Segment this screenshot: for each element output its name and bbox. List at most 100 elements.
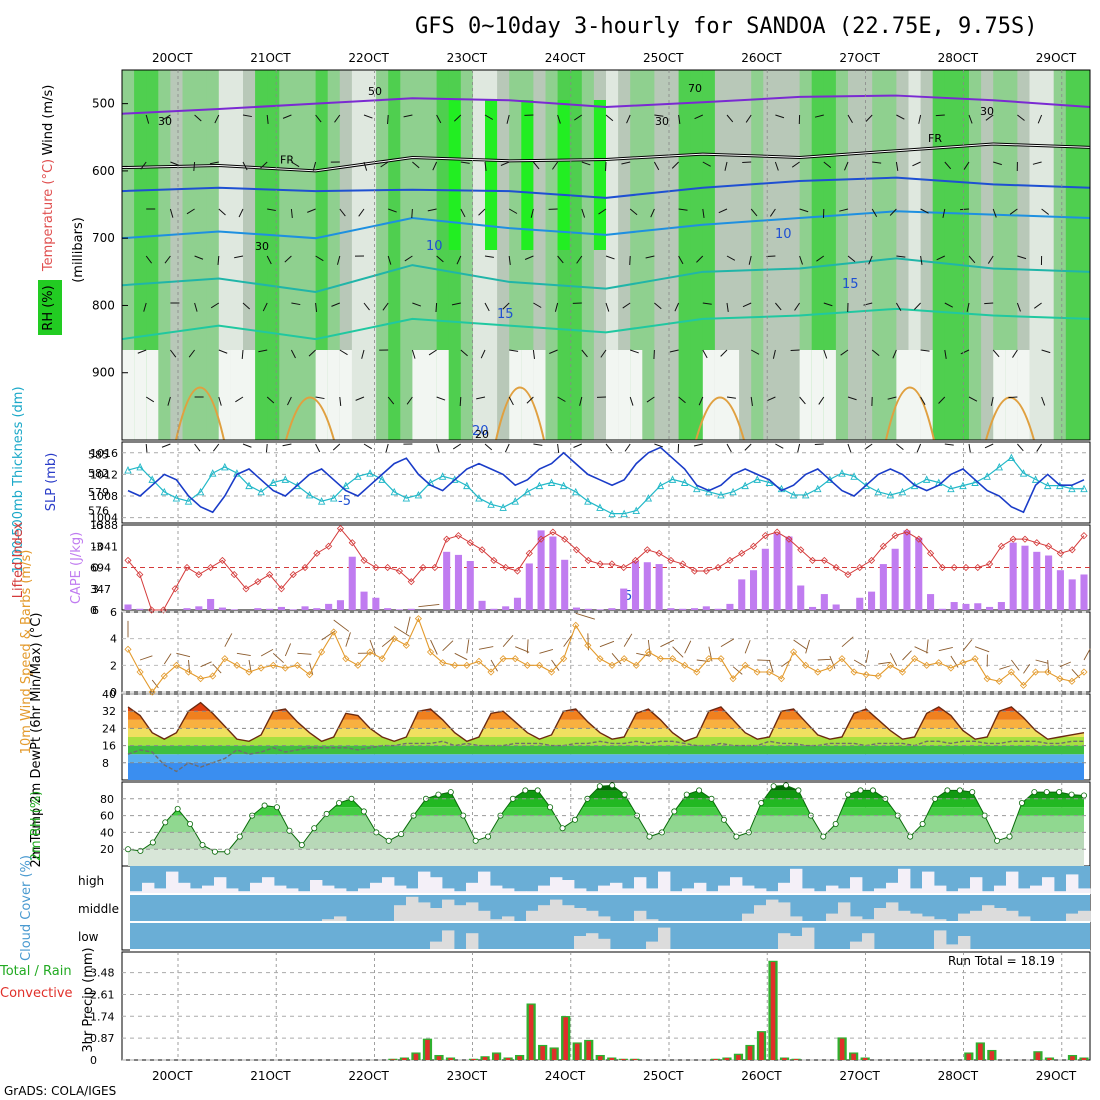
wind-speed-point [499,655,507,663]
rh-color-band [128,815,1084,833]
rh-point [447,789,454,796]
lifted-index-point [879,542,887,550]
cloud-cover-cell [586,910,599,922]
cloud-cover-cell [394,905,407,922]
cloud-cover-cell [886,902,899,922]
cloud-cover-cell [562,905,575,922]
cloud-cover-cell [478,910,491,922]
rh-high-patch [521,100,534,250]
wind-barb [339,208,346,217]
lifted-index-point [749,542,758,550]
wind-barb [990,396,994,406]
rh-point [1081,792,1088,799]
surface-wind-barb [526,639,529,654]
wind-barb [411,208,413,219]
wind-barb [363,114,373,119]
wind-barb [524,255,534,260]
precip-legend-label: Convective [0,986,73,1001]
wind-barb [387,396,395,405]
rh-point [907,833,914,840]
wind-barb [1008,396,1018,399]
wind-barb [814,114,824,118]
cloud-cover-cell [190,888,203,894]
cape-bar [927,594,935,610]
cape-bar [124,604,132,610]
wind-barb [217,255,220,266]
lifted-index-point [384,563,392,572]
lifted-index-point [962,563,970,572]
rh-high-patch [557,100,571,250]
rh-point [770,783,777,790]
thickness-tick-label: 585 [88,448,109,461]
surface-wind-barb [502,635,514,647]
thickness-point [535,481,544,490]
thickness-point [196,487,205,496]
rh-point [820,833,827,840]
wind-barb [581,208,586,218]
lifted-index-point [974,563,982,572]
precip-convective-bar [586,1041,592,1060]
surface-wind-barb [889,653,898,667]
rh-shade-column [739,70,752,440]
rh-point [609,782,616,789]
rh-point [1031,789,1038,796]
surface-wind-barb [260,649,274,657]
precip-convective-bar [574,1043,580,1060]
lifted-index-point [950,563,958,572]
temperature-contour-label: 20 [472,424,489,439]
cape-bar [797,585,805,610]
thickness-point [656,481,665,490]
wind-barb [161,443,171,448]
cape-tick-label: 0 [90,604,97,617]
thickness-point [789,490,798,499]
rh-shade-column [1005,70,1018,440]
wind-speed-point [342,655,350,663]
rh-shade-column [654,70,667,440]
wind-barb [920,255,923,265]
surface-wind-barb [829,655,836,669]
rh-point [621,791,628,798]
surface-wind-barb [236,652,251,656]
rh-shade-column [763,70,776,440]
rh-shade-column [714,70,728,440]
wind-barb [145,443,148,454]
wind-barb [799,208,809,213]
rh-point [199,842,206,849]
wind-barb [282,114,292,119]
top-date-tick-label: 28OCT [938,51,979,65]
lifted-index-point [289,571,297,579]
wind-barb [775,443,784,449]
surface-wind-barb [405,616,411,634]
wind-barb [748,255,752,265]
rh-point [435,791,442,798]
rh-point [311,825,318,832]
rh-shade-column [267,70,280,440]
rh-shade-column [436,70,450,440]
wind-barb [742,302,752,308]
cloud-cover-cell [934,930,947,950]
rh-point [646,833,653,840]
cloud-cover-cell [598,885,611,894]
wind-speed-point [439,659,447,667]
wind-barb [242,443,252,448]
cloud-cover-cell [550,877,563,894]
run-total-annotation: Run Total = 18.19 [948,954,1055,968]
rh-shade-column [702,70,716,440]
wind-barb [526,396,534,404]
slp-tick-label: 1016 [90,447,118,460]
wind-barb [960,349,970,355]
wind-barb [363,302,370,311]
wind-barb [363,161,368,171]
wind-speed-point [293,661,301,669]
wind-barb [1034,302,1042,309]
wind-barb [823,161,832,169]
surface-wind-barb [284,643,292,657]
bottom-date-tick-label: 26OCT [741,1069,782,1083]
cloud-cover-cell [682,888,695,894]
rh-point [236,833,243,840]
rh-point [1043,789,1050,796]
wind-barb [1012,349,1018,358]
wind-barb [258,349,268,353]
rh-point [125,846,132,853]
cloud-cover-cell [550,899,563,922]
